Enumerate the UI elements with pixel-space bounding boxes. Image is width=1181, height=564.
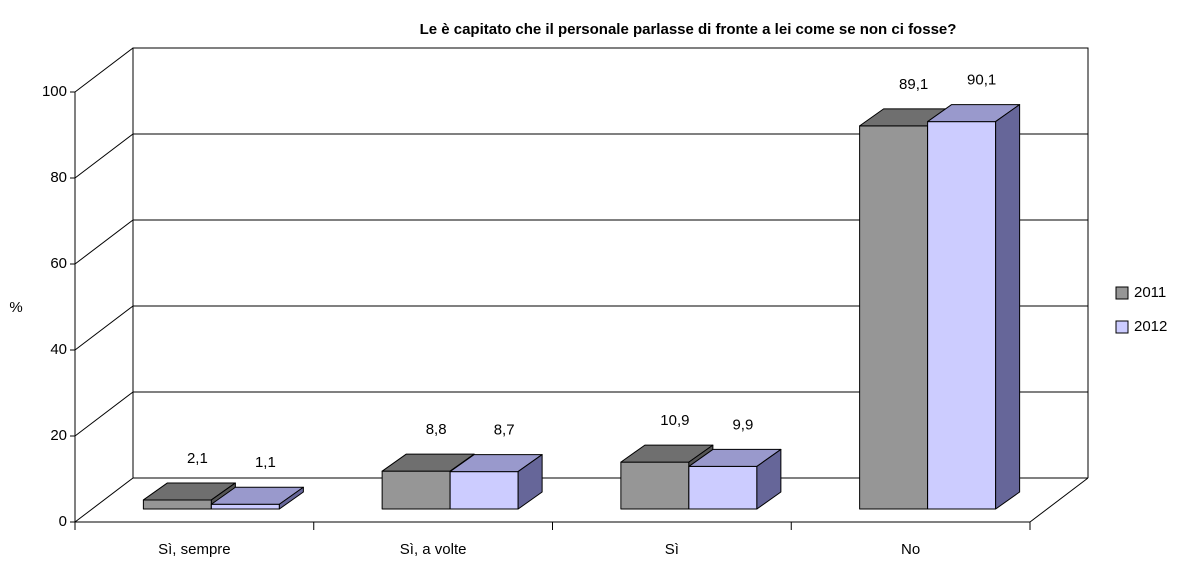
y-tick-label: 60 <box>50 255 67 272</box>
legend-swatch <box>1115 320 1129 334</box>
bar-side <box>517 454 543 510</box>
value-label: 2,1 <box>187 450 208 467</box>
legend-swatch <box>1115 286 1129 300</box>
y-tick-label: 80 <box>50 169 67 186</box>
y-tick-label: 20 <box>50 427 67 444</box>
side-grid-line <box>74 305 134 351</box>
side-grid-line <box>74 391 134 437</box>
side-grid-line <box>74 133 134 179</box>
legend-label: 2012 <box>1134 318 1167 335</box>
bar-front <box>688 465 758 510</box>
bar-side <box>278 486 304 510</box>
value-label: 10,9 <box>660 412 689 429</box>
y-tick-label: 40 <box>50 341 67 358</box>
value-label: 8,7 <box>494 422 515 439</box>
bar-side <box>995 104 1021 510</box>
bar-front <box>142 499 212 510</box>
bar <box>688 448 782 510</box>
bar-front <box>449 471 519 510</box>
y-axis-label: % <box>9 299 22 316</box>
bar-front <box>927 121 997 510</box>
chart-title: Le è capitato che il personale parlasse … <box>420 21 957 38</box>
bar <box>449 454 543 510</box>
value-label: 89,1 <box>899 76 928 93</box>
x-tick-label: Sì, sempre <box>158 541 231 558</box>
y-tick-label: 0 <box>59 513 67 530</box>
bar-front <box>859 125 929 510</box>
x-tick-label: Sì, a volte <box>400 541 467 558</box>
x-tick-label: No <box>901 541 920 558</box>
value-label: 90,1 <box>967 72 996 89</box>
bar-front <box>620 461 690 510</box>
side-grid-line <box>74 477 134 523</box>
side-grid-line <box>74 47 134 93</box>
bar <box>210 486 304 510</box>
value-label: 8,8 <box>426 421 447 438</box>
y-tick-label: 100 <box>42 83 67 100</box>
bar-side <box>756 448 782 510</box>
value-label: 9,9 <box>732 416 753 433</box>
x-tick-label: Sì <box>665 541 679 558</box>
value-label: 1,1 <box>255 454 276 471</box>
side-grid-line <box>74 219 134 265</box>
legend-label: 2011 <box>1134 284 1166 301</box>
floor-right-edge <box>1029 477 1089 523</box>
bar-front <box>210 503 280 510</box>
bar <box>927 104 1021 510</box>
bar-front <box>381 470 451 510</box>
